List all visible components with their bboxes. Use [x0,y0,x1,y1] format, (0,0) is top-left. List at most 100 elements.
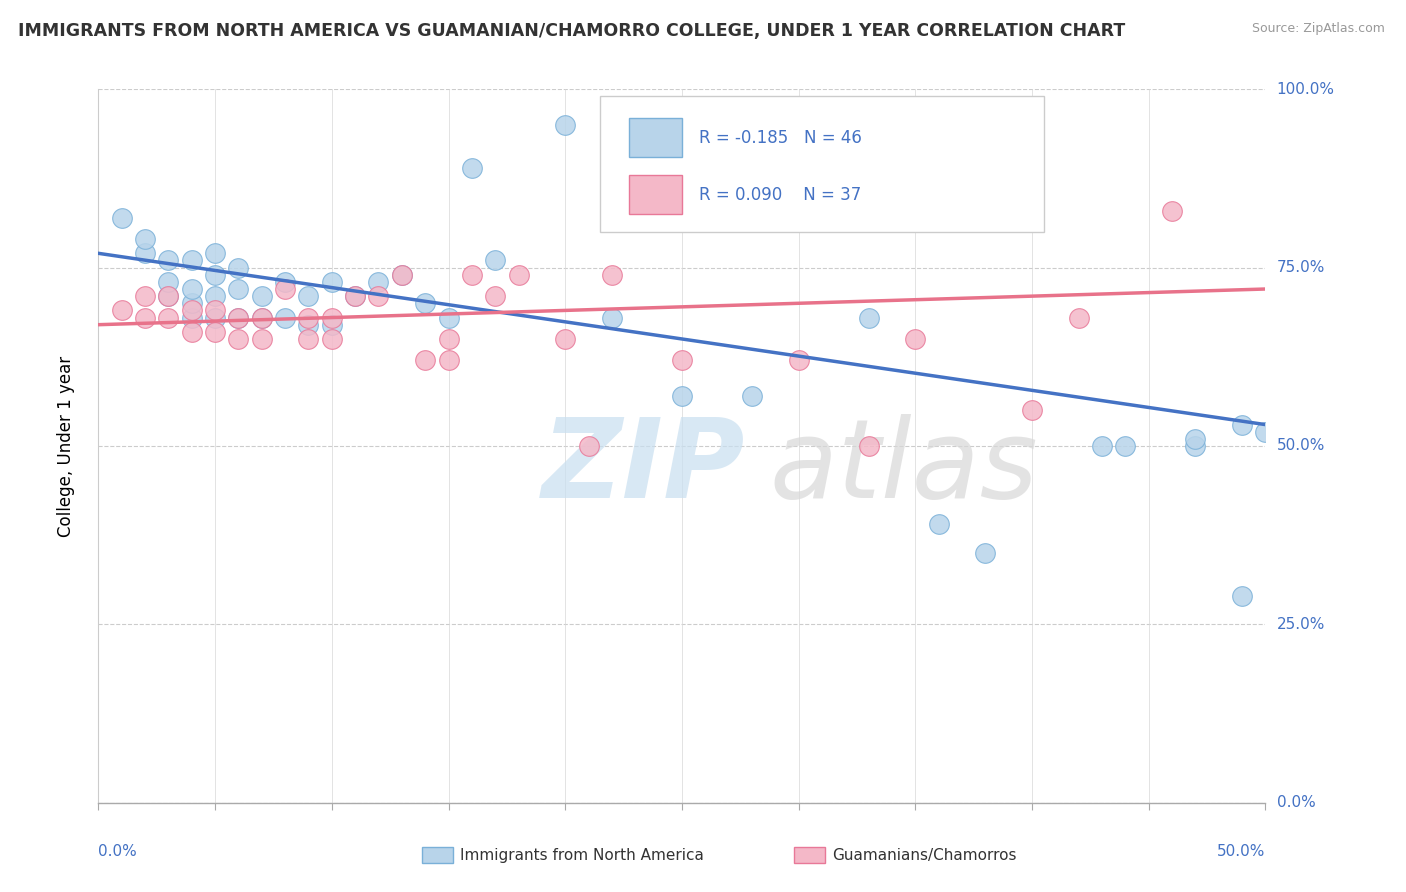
Point [204,310,226,325]
FancyBboxPatch shape [600,96,1043,232]
Point [1161,203,1184,218]
Point [111,211,134,225]
Point [600,310,623,325]
Text: 75.0%: 75.0% [1277,260,1324,275]
Point [228,310,250,325]
Point [134,310,156,325]
Point [437,353,460,368]
Point [858,310,880,325]
Point [157,289,180,303]
Point [157,310,180,325]
Point [321,310,343,325]
Point [250,310,273,325]
Text: 0.0%: 0.0% [98,845,138,860]
Text: Immigrants from North America: Immigrants from North America [460,848,703,863]
Point [858,439,880,453]
Point [157,289,180,303]
Point [321,275,343,289]
Point [367,289,389,303]
Point [157,253,180,268]
Point [1184,439,1206,453]
Point [250,332,273,346]
Text: 100.0%: 100.0% [1277,82,1334,96]
Point [461,268,484,282]
Point [297,289,319,303]
Point [228,282,250,296]
Y-axis label: College, Under 1 year: College, Under 1 year [56,355,75,537]
Point [344,289,367,303]
Point [437,332,460,346]
Point [204,289,226,303]
Point [554,118,576,132]
Text: atlas: atlas [769,414,1038,521]
Point [391,268,413,282]
Point [180,253,202,268]
Point [297,310,319,325]
Point [367,275,389,289]
Point [134,289,156,303]
Point [180,296,202,310]
Point [484,253,506,268]
Text: IMMIGRANTS FROM NORTH AMERICA VS GUAMANIAN/CHAMORRO COLLEGE, UNDER 1 YEAR CORREL: IMMIGRANTS FROM NORTH AMERICA VS GUAMANI… [18,22,1126,40]
Point [250,310,273,325]
Point [391,268,413,282]
Point [134,246,156,260]
Text: Source: ZipAtlas.com: Source: ZipAtlas.com [1251,22,1385,36]
Point [274,275,297,289]
Point [228,260,250,275]
Point [204,303,226,318]
Point [344,289,367,303]
Point [180,310,202,325]
Point [974,546,997,560]
Point [1254,425,1277,439]
Point [600,268,623,282]
Text: 50.0%: 50.0% [1277,439,1324,453]
Point [204,325,226,339]
Point [741,389,763,403]
Point [671,353,693,368]
Point [204,246,226,260]
Point [228,332,250,346]
Point [204,268,226,282]
Point [297,318,319,332]
FancyBboxPatch shape [630,118,682,157]
Point [928,517,950,532]
Text: R = -0.185   N = 46: R = -0.185 N = 46 [699,128,862,146]
Point [1067,310,1090,325]
Point [1091,439,1114,453]
Point [297,332,319,346]
Text: 50.0%: 50.0% [1218,845,1265,860]
Point [484,289,506,303]
Text: R = 0.090    N = 37: R = 0.090 N = 37 [699,186,862,203]
Point [1230,417,1253,432]
FancyBboxPatch shape [630,175,682,214]
Point [250,289,273,303]
Text: ZIP: ZIP [541,414,745,521]
Point [508,268,530,282]
Point [554,332,576,346]
Text: 25.0%: 25.0% [1277,617,1324,632]
Point [578,439,600,453]
Point [413,296,436,310]
Point [180,325,202,339]
Point [157,275,180,289]
Point [1230,589,1253,603]
Point [671,389,693,403]
Point [437,310,460,325]
Point [321,318,343,332]
Point [904,332,927,346]
Point [787,353,810,368]
Text: Guamanians/Chamorros: Guamanians/Chamorros [832,848,1017,863]
Point [461,161,484,175]
Point [274,310,297,325]
Point [111,303,134,318]
Point [134,232,156,246]
Point [1114,439,1136,453]
Point [180,282,202,296]
Point [180,303,202,318]
Point [1021,403,1043,417]
Point [413,353,436,368]
Text: 0.0%: 0.0% [1277,796,1315,810]
Point [321,332,343,346]
Point [274,282,297,296]
